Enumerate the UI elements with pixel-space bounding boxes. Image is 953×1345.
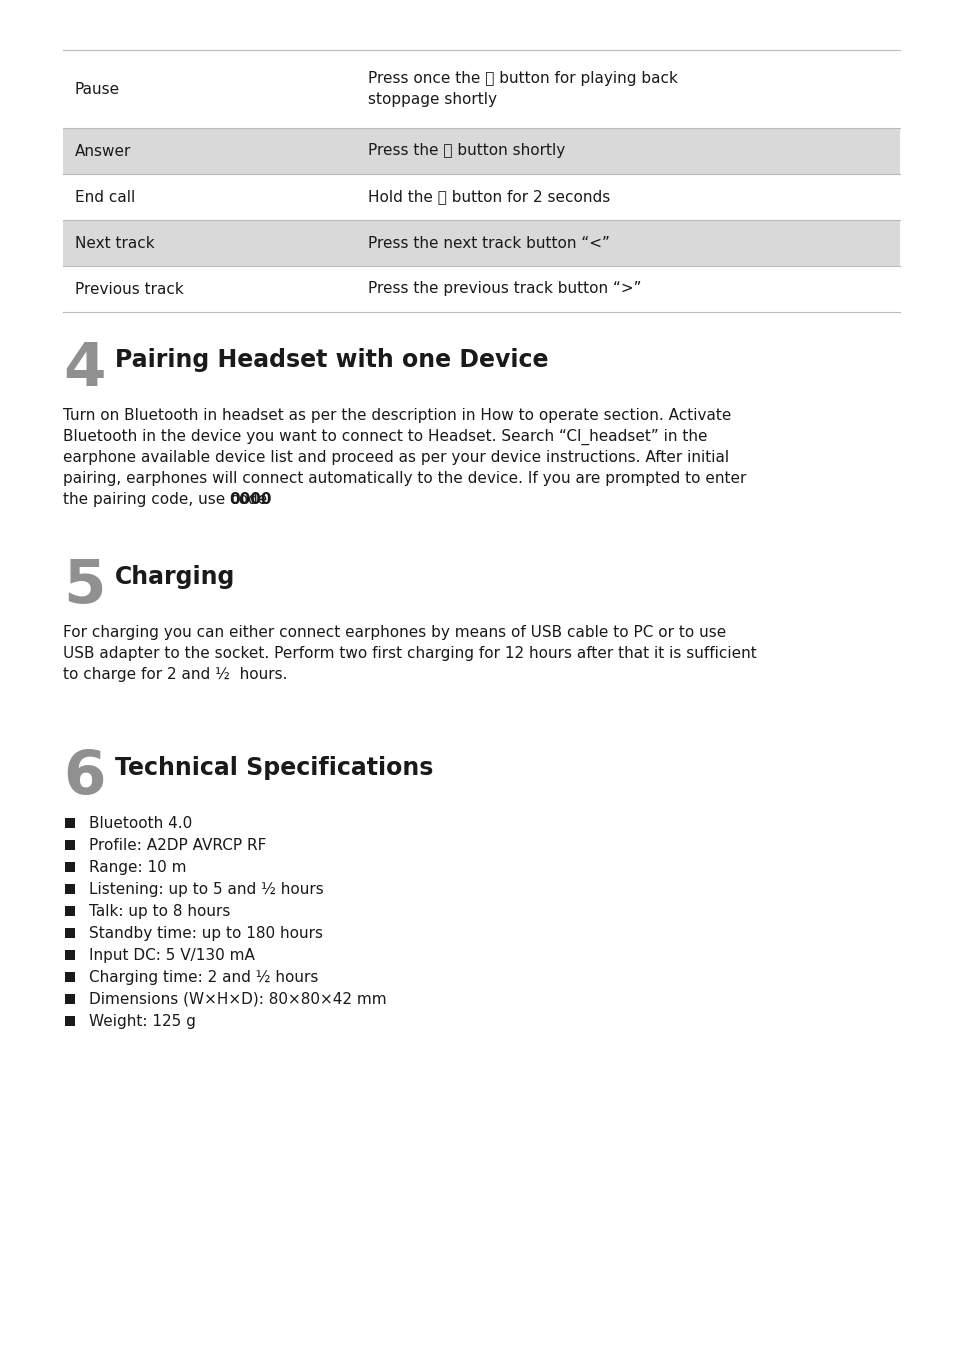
Bar <box>65 994 75 1003</box>
Text: For charging you can either connect earphones by means of USB cable to PC or to : For charging you can either connect earp… <box>63 625 725 640</box>
Text: Press the previous track button “>”: Press the previous track button “>” <box>368 281 640 296</box>
Text: .: . <box>259 492 264 507</box>
Text: End call: End call <box>75 190 135 204</box>
Text: Charging time: 2 and ½ hours: Charging time: 2 and ½ hours <box>89 970 318 985</box>
Text: Hold the ⏻ button for 2 seconds: Hold the ⏻ button for 2 seconds <box>368 190 610 204</box>
Bar <box>63 128 899 174</box>
Text: Press the next track button “<”: Press the next track button “<” <box>368 235 609 250</box>
Text: to charge for 2 and ½  hours.: to charge for 2 and ½ hours. <box>63 667 287 682</box>
Text: Answer: Answer <box>75 144 132 159</box>
Text: Turn on Bluetooth in headset as per the description in How to operate section. A: Turn on Bluetooth in headset as per the … <box>63 408 731 422</box>
Bar <box>63 221 899 266</box>
Text: Listening: up to 5 and ½ hours: Listening: up to 5 and ½ hours <box>89 882 323 897</box>
Text: Talk: up to 8 hours: Talk: up to 8 hours <box>89 904 230 919</box>
Bar <box>65 862 75 872</box>
Text: Pairing Headset with one Device: Pairing Headset with one Device <box>115 348 548 373</box>
Text: earphone available device list and proceed as per your device instructions. Afte: earphone available device list and proce… <box>63 451 728 465</box>
Text: 4: 4 <box>63 340 106 399</box>
Bar <box>65 950 75 960</box>
Text: Range: 10 m: Range: 10 m <box>89 859 186 876</box>
Text: pairing, earphones will connect automatically to the device. If you are prompted: pairing, earphones will connect automati… <box>63 471 745 486</box>
Text: Bluetooth 4.0: Bluetooth 4.0 <box>89 816 193 831</box>
Bar <box>65 841 75 850</box>
Bar <box>65 972 75 982</box>
Bar <box>65 907 75 916</box>
Text: Technical Specifications: Technical Specifications <box>115 756 433 780</box>
Text: Pause: Pause <box>75 82 120 97</box>
Text: USB adapter to the socket. Perform two first charging for 12 hours after that it: USB adapter to the socket. Perform two f… <box>63 646 756 660</box>
Text: Standby time: up to 180 hours: Standby time: up to 180 hours <box>89 925 323 941</box>
Bar <box>65 1015 75 1026</box>
Text: Charging: Charging <box>115 565 235 589</box>
Bar <box>65 928 75 937</box>
Bar <box>65 818 75 829</box>
Text: Bluetooth in the device you want to connect to Headset. Search “CI_headset” in t: Bluetooth in the device you want to conn… <box>63 429 707 445</box>
Text: 5: 5 <box>63 557 106 616</box>
Text: 6: 6 <box>63 748 106 807</box>
Text: Previous track: Previous track <box>75 281 184 296</box>
Text: Profile: A2DP AVRCP RF: Profile: A2DP AVRCP RF <box>89 838 266 853</box>
Text: 0000: 0000 <box>229 492 272 507</box>
Text: Next track: Next track <box>75 235 154 250</box>
Bar <box>65 884 75 894</box>
Text: Weight: 125 g: Weight: 125 g <box>89 1014 195 1029</box>
Text: Press once the ⏻ button for playing back
stoppage shortly: Press once the ⏻ button for playing back… <box>368 71 678 108</box>
Text: Input DC: 5 V/130 mA: Input DC: 5 V/130 mA <box>89 948 254 963</box>
Text: the pairing code, use code: the pairing code, use code <box>63 492 272 507</box>
Text: Press the ⏻ button shortly: Press the ⏻ button shortly <box>368 144 565 159</box>
Text: Dimensions (W×H×D): 80×80×42 mm: Dimensions (W×H×D): 80×80×42 mm <box>89 993 386 1007</box>
